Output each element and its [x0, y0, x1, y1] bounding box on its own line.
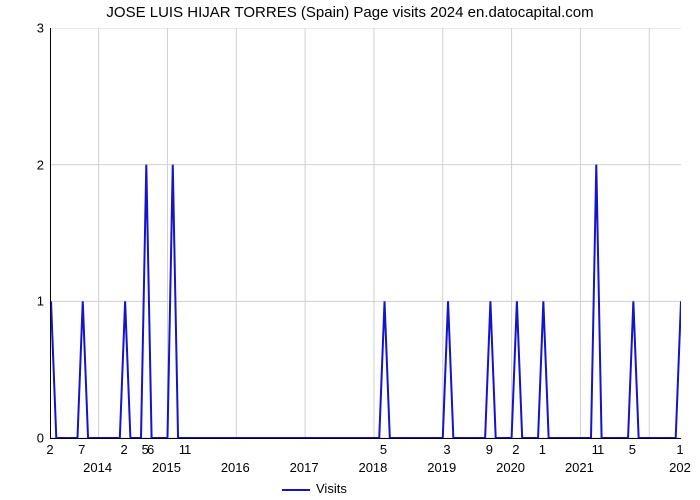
x-tick-value: 1 [597, 442, 604, 457]
x-tick-year: 2018 [358, 460, 387, 475]
y-tick-label: 3 [37, 21, 44, 36]
x-tick-value: 5 [380, 442, 387, 457]
x-tick-value: 6 [147, 442, 154, 457]
x-tick-year: 2019 [427, 460, 456, 475]
chart-container: JOSE LUIS HIJAR TORRES (Spain) Page visi… [0, 0, 700, 500]
x-tick-value: 1 [184, 442, 191, 457]
legend-label: Visits [316, 481, 347, 496]
x-tick-year: 2015 [152, 460, 181, 475]
x-tick-value: 2 [120, 442, 127, 457]
legend-swatch [282, 489, 310, 491]
x-tick-value: 7 [78, 442, 85, 457]
x-tick-year: 2021 [565, 460, 594, 475]
x-tick-value: 5 [629, 442, 636, 457]
y-tick-label: 0 [37, 431, 44, 446]
chart-svg [51, 28, 681, 438]
x-tick-value: 9 [486, 442, 493, 457]
x-tick-value: 1 [539, 442, 546, 457]
x-tick-value: 2 [46, 442, 53, 457]
x-tick-year: 2016 [221, 460, 250, 475]
x-tick-year: 2014 [83, 460, 112, 475]
x-tick-value: 1 [676, 442, 683, 457]
y-tick-label: 2 [37, 157, 44, 172]
x-tick-year: 2020 [496, 460, 525, 475]
x-tick-value: 3 [443, 442, 450, 457]
plot-area [50, 28, 681, 439]
x-tick-year: 202 [669, 460, 691, 475]
x-tick-year: 2017 [290, 460, 319, 475]
y-tick-label: 1 [37, 294, 44, 309]
legend: Visits [282, 481, 347, 496]
chart-title: JOSE LUIS HIJAR TORRES (Spain) Page visi… [0, 4, 700, 21]
x-tick-value: 2 [512, 442, 519, 457]
